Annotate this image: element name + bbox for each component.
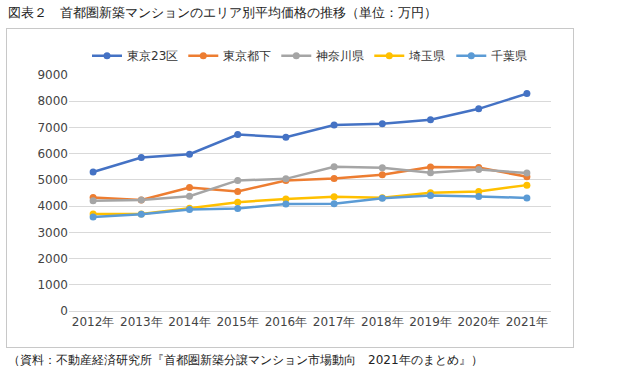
- svg-text:埼玉県: 埼玉県: [408, 49, 445, 63]
- svg-text:千葉県: 千葉県: [491, 49, 527, 63]
- svg-text:2012年: 2012年: [72, 315, 115, 329]
- svg-text:2014年: 2014年: [168, 315, 211, 329]
- svg-text:3000: 3000: [37, 226, 68, 240]
- svg-text:9000: 9000: [37, 68, 68, 82]
- svg-text:2015年: 2015年: [216, 315, 259, 329]
- svg-text:東京23区: 東京23区: [127, 49, 178, 63]
- html-text:（資料：不動産経済研究所『首都圏新築分譲マンション市場動向: （資料：不動産経済研究所『首都圏新築分譲マンション市場動向 2021年のまとめ』…: [8, 353, 483, 367]
- svg-text:神奈川県: 神奈川県: [316, 49, 364, 63]
- svg-text:2021年: 2021年: [506, 315, 549, 329]
- svg-text:7000: 7000: [37, 121, 68, 135]
- svg-text:2019年: 2019年: [409, 315, 452, 329]
- svg-text:2017年: 2017年: [313, 315, 356, 329]
- svg-text:5000: 5000: [37, 173, 68, 187]
- svg-text:2013年: 2013年: [120, 315, 163, 329]
- svg-text:1000: 1000: [37, 278, 68, 292]
- svg-text:4000: 4000: [37, 199, 68, 213]
- svg-text:0: 0: [60, 304, 68, 318]
- svg-text:2000: 2000: [37, 252, 68, 266]
- svg-text:2020年: 2020年: [457, 315, 500, 329]
- html-text:図表２ 首都圏新築マンションのエリア別平均価格の推移（単位：: 図表２ 首都圏新築マンションのエリア別平均価格の推移（単位：万円）: [8, 5, 437, 20]
- svg-text:8000: 8000: [37, 94, 68, 108]
- svg-text:2016年: 2016年: [265, 315, 308, 329]
- svg-text:6000: 6000: [37, 147, 68, 161]
- svg-text:2018年: 2018年: [361, 315, 404, 329]
- svg-text:東京都下: 東京都下: [223, 49, 271, 63]
